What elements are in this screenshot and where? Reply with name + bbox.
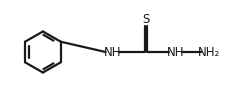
Text: NH: NH (103, 46, 121, 58)
Text: NH₂: NH₂ (198, 46, 221, 58)
Text: NH: NH (167, 46, 184, 58)
Text: S: S (143, 13, 150, 26)
